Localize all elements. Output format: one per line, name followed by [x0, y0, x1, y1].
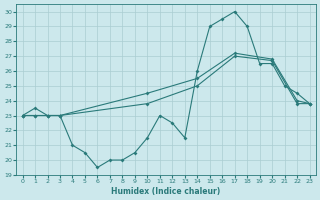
X-axis label: Humidex (Indice chaleur): Humidex (Indice chaleur) [111, 187, 221, 196]
